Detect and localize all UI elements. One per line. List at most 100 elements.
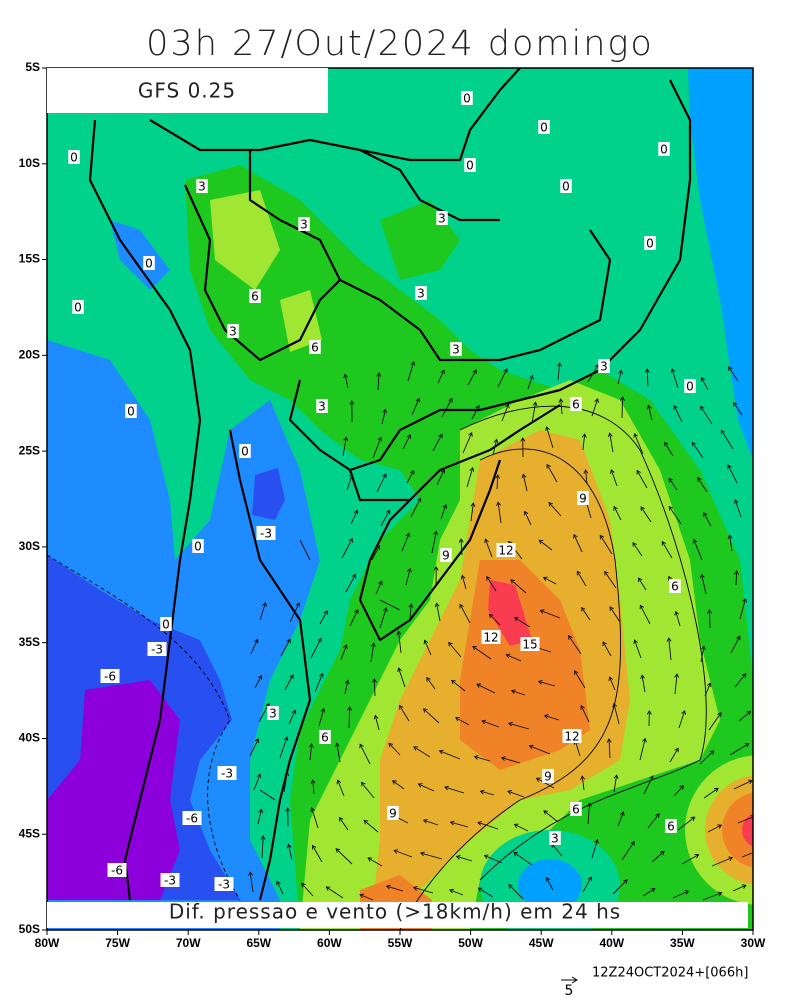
contour-label-box xyxy=(461,91,473,105)
lon-label: 50W xyxy=(458,936,483,950)
wind-arrow xyxy=(582,434,586,451)
contour-label-box xyxy=(100,669,120,683)
wind-arrow xyxy=(455,717,470,726)
wind-arrow-head xyxy=(385,884,391,890)
contour-label: 0 xyxy=(70,151,78,165)
wind-arrow xyxy=(280,639,291,657)
wind-arrow-head xyxy=(312,844,317,850)
wind-arrow-head xyxy=(323,610,328,615)
wind-arrow xyxy=(636,470,648,489)
wind-arrow-head xyxy=(351,573,357,579)
wind-arrow-head xyxy=(707,609,713,614)
contour-label-box xyxy=(217,766,237,780)
lat-label: 50S xyxy=(19,922,40,936)
contour-label: 9 xyxy=(442,549,450,563)
wind-arrow-head xyxy=(692,538,698,544)
wind-arrow-head xyxy=(433,566,439,571)
contour-label-box xyxy=(298,217,310,231)
wind-arrow xyxy=(574,670,586,689)
wind-arrow xyxy=(632,542,643,557)
wind-arrow-head xyxy=(700,645,706,651)
wind-arrow-head xyxy=(407,567,412,573)
contour-label-box xyxy=(496,543,516,557)
wind-arrow-head xyxy=(359,893,365,899)
wind-arrow xyxy=(539,539,553,551)
wind-arrow-head xyxy=(473,755,479,760)
wind-arrow xyxy=(376,473,387,493)
lon-label: 55W xyxy=(388,936,413,950)
wind-arrow-head xyxy=(543,714,549,719)
wind-arrow-head xyxy=(736,635,741,641)
model-box xyxy=(47,68,328,113)
wind-arrow xyxy=(693,539,703,561)
wind-arrow-head xyxy=(666,637,672,642)
wind-arrow-head xyxy=(532,401,538,407)
wind-arrow-head xyxy=(377,436,383,442)
wind-arrow xyxy=(497,368,508,388)
contour-label: 6 xyxy=(251,290,259,304)
wind-arrow xyxy=(604,571,617,589)
wind-arrow-head xyxy=(618,369,623,375)
wind-arrow-head xyxy=(375,545,381,550)
wind-arrow-head xyxy=(344,679,350,685)
vector-scale: 5 xyxy=(565,983,574,999)
wind-arrow xyxy=(477,822,499,830)
wind-arrow-head xyxy=(383,607,388,612)
wind-arrow xyxy=(257,809,262,825)
wind-arrow-head xyxy=(535,777,541,782)
wind-arrow xyxy=(507,790,525,798)
contour-label-box xyxy=(182,811,202,825)
wind-arrow xyxy=(568,635,582,655)
wind-arrow xyxy=(374,715,380,731)
wind-arrow-head xyxy=(382,408,388,414)
wind-arrow-head xyxy=(610,469,615,475)
wind-arrow-head xyxy=(741,884,747,889)
wind-arrow xyxy=(529,745,551,755)
wind-arrow-head xyxy=(500,756,506,761)
wind-arrow xyxy=(489,614,501,626)
wind-arrow-head xyxy=(580,704,585,710)
wind-arrow-head xyxy=(472,645,477,651)
wind-arrow xyxy=(388,743,401,756)
wind-arrow-head xyxy=(667,575,673,581)
wind-arrow-head xyxy=(438,749,444,755)
wind-arrow-head xyxy=(343,436,349,442)
contour-label-box xyxy=(560,179,572,193)
wind-arrow xyxy=(346,473,353,491)
wind-arrow-head xyxy=(460,574,466,580)
wind-arrow-head xyxy=(613,774,619,780)
wind-arrow xyxy=(548,502,562,517)
wind-arrow-head xyxy=(413,746,418,751)
contour-label: 6 xyxy=(572,803,580,817)
wind-arrow-head xyxy=(347,706,353,711)
wind-arrow xyxy=(406,470,415,484)
wind-arrow-head xyxy=(376,372,382,377)
wind-arrow-head xyxy=(586,802,592,807)
wind-arrow xyxy=(381,409,386,425)
wind-arrow xyxy=(261,836,264,859)
contour-labels: 0 0 0 0 0 0 3 3 3 0 0 3 6 0 3 6 3 3 0 0 3 6 0 9 -3 9 12 0 6 0 12 15 -3 -6… xyxy=(68,91,696,892)
wind-arrow-head xyxy=(542,576,548,582)
wind-arrow-head xyxy=(486,575,491,581)
wind-arrow xyxy=(484,855,503,864)
wind-arrow-head xyxy=(684,890,690,895)
contour-label-box xyxy=(598,359,610,373)
wind-arrow-head xyxy=(539,609,545,614)
wind-arrow xyxy=(700,406,713,425)
wind-arrow-head xyxy=(700,376,706,382)
contour-label: 3 xyxy=(198,180,206,194)
wind-arrow xyxy=(373,678,376,697)
wind-arrow xyxy=(423,708,440,724)
wind-arrow xyxy=(497,502,502,524)
wind-arrow xyxy=(399,705,410,722)
wind-arrow xyxy=(697,477,708,493)
wind-arrow-head xyxy=(620,811,625,817)
wind-arrow-head xyxy=(646,404,652,410)
wind-arrow xyxy=(513,852,533,866)
wind-arrow-head xyxy=(469,466,475,472)
wind-arrow xyxy=(703,788,719,799)
wind-arrow xyxy=(673,785,684,797)
wind-arrow-head xyxy=(354,608,359,614)
wind-arrow xyxy=(476,683,496,694)
wind-arrow xyxy=(377,373,380,391)
